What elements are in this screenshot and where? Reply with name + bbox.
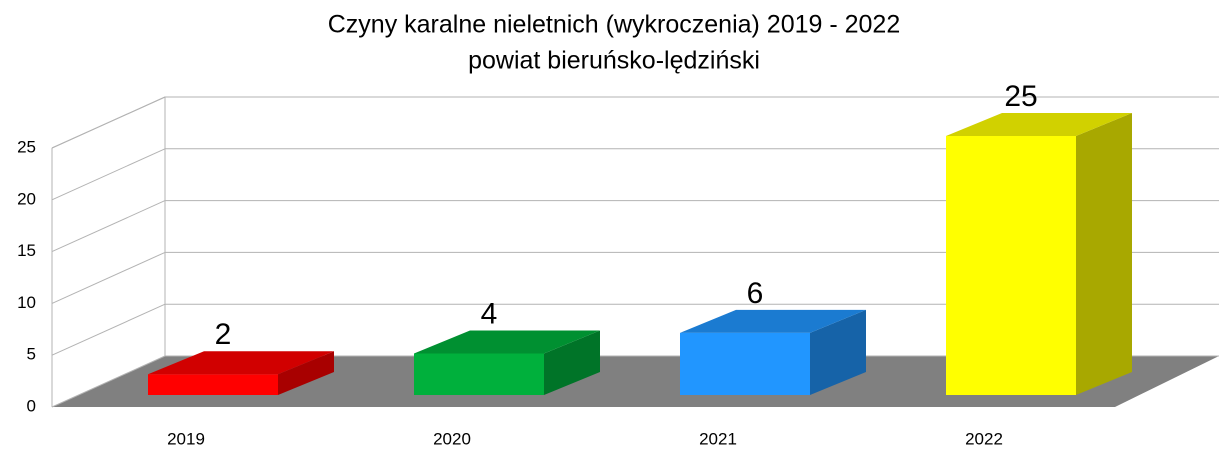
bar [946,113,1132,395]
grid-line [51,96,166,149]
bar-front [946,136,1076,395]
data-label: 6 [747,277,764,310]
bar-front [414,353,544,395]
y-tick-label: 5 [27,345,36,364]
bar-side [544,330,600,395]
data-label: 2 [215,318,232,351]
x-tick-label: 2021 [699,429,737,448]
bar-side [810,309,866,395]
grid-line [51,251,166,304]
bar [414,330,600,395]
y-tick-label: 10 [17,293,36,312]
floor [52,356,1219,407]
y-tick-label: 20 [17,189,36,208]
data-label: 25 [1004,80,1037,113]
y-tick-label: 25 [17,137,36,156]
bar [680,309,866,395]
bar-front [148,374,278,395]
chart-subtitle: powiat bieruńsko-lędziński [468,47,760,75]
bar-side [278,351,334,395]
x-tick-label: 2019 [167,429,205,448]
grid-line [51,200,166,253]
bar-top [946,113,1132,136]
bar-top [680,309,866,333]
x-tick-label: 2022 [965,429,1003,448]
data-label: 4 [481,297,498,330]
bar-side [1076,113,1132,395]
x-tick-label: 2020 [433,429,471,448]
grid-line [51,148,166,201]
bar-top [148,351,334,375]
chart-title: Czyny karalne nieletnich (wykroczenia) 2… [328,11,901,39]
grid-line [51,303,166,356]
y-tick-label: 15 [17,241,36,260]
bar-front [680,332,810,395]
grid-line [51,355,166,408]
y-tick-label: 0 [27,396,36,415]
bar [148,351,334,395]
bar-top [414,330,600,354]
